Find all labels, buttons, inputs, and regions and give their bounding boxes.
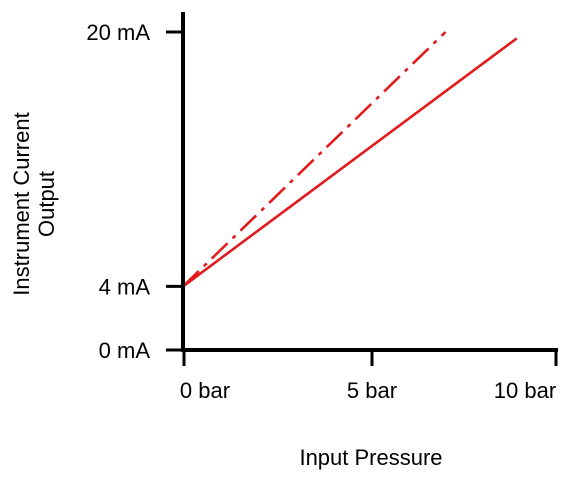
y-tick-label: 0 mA: [99, 338, 151, 363]
x-tick-label: 5 bar: [347, 378, 397, 403]
x-tick-label: 10 bar: [494, 378, 556, 403]
y-axis-title-line-2: Output: [34, 171, 59, 237]
x-axis-title: Input Pressure: [299, 445, 442, 470]
ticks-layer: 0 bar 5 bar 10 bar 0 mA 4 mA 20 mA: [86, 20, 558, 403]
x-tick-label: 0 bar: [180, 378, 230, 403]
series-line-solid: [182, 37, 518, 288]
series-line-dash-dot: [182, 31, 447, 288]
y-axis-title-line-1: Instrument Current: [9, 112, 34, 295]
y-tick-label: 4 mA: [99, 274, 151, 299]
y-tick-label: 20 mA: [86, 20, 150, 45]
titles-layer: Input Pressure Instrument Current Output: [9, 112, 443, 470]
axes-layer: [181, 12, 558, 352]
series-layer: [182, 31, 518, 288]
